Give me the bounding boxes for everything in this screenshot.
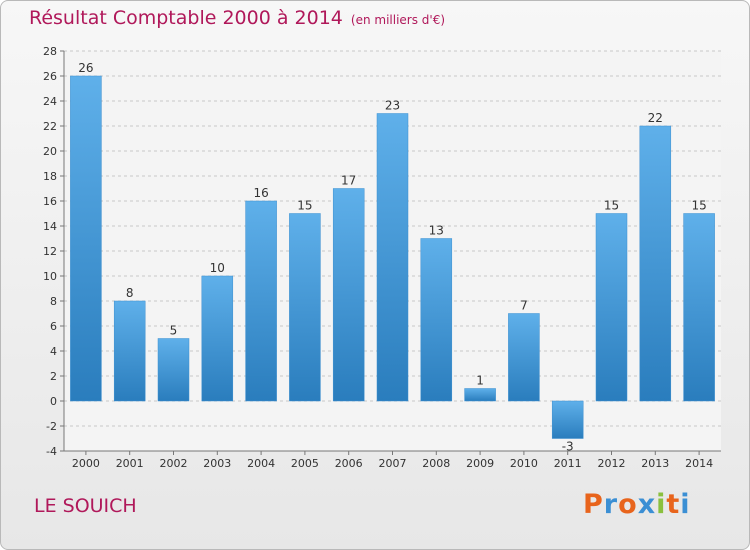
y-tick-label: 28: [43, 45, 57, 58]
bar: [595, 213, 628, 402]
bar: [551, 400, 584, 439]
y-tick-label: 26: [43, 70, 57, 83]
bar: [376, 113, 409, 402]
bar: [289, 213, 321, 402]
y-tick-label: 6: [50, 320, 57, 333]
data-label: -3: [562, 440, 574, 454]
y-tick-label: 2: [50, 370, 57, 383]
x-tick-label: 2001: [116, 457, 144, 470]
x-tick-label: 2004: [247, 457, 275, 470]
proxiti-logo: Proxiti: [583, 489, 691, 520]
data-label: 10: [210, 261, 225, 275]
x-tick-label: 2009: [466, 457, 494, 470]
data-label: 22: [648, 111, 663, 125]
x-tick-label: 2013: [641, 457, 669, 470]
y-tick-label: 8: [50, 295, 57, 308]
title-unit: (en milliers d'€): [350, 13, 446, 27]
y-tick-label: 16: [43, 195, 57, 208]
x-tick-label: 2012: [598, 457, 626, 470]
chart-title: Résultat Comptable 2000 à 2014 (en millie…: [29, 7, 445, 29]
y-tick-label: 4: [50, 345, 57, 358]
data-label: 26: [78, 61, 93, 75]
commune-name: LE SOUICH: [34, 495, 137, 517]
data-label: 7: [520, 299, 528, 313]
y-tick-label: 24: [43, 95, 57, 108]
y-tick-label: 22: [43, 120, 57, 133]
y-tick-label: 10: [43, 270, 57, 283]
data-label: 15: [604, 199, 619, 213]
data-label: 15: [691, 199, 706, 213]
x-tick-label: 2006: [335, 457, 363, 470]
bar: [157, 338, 190, 402]
y-tick-label: 18: [43, 170, 57, 183]
y-tick-label: 14: [43, 220, 57, 233]
x-tick-label: 2005: [291, 457, 319, 470]
data-label: 5: [170, 324, 178, 338]
bar: [70, 75, 102, 402]
y-tick-label: 12: [43, 245, 57, 258]
bar: [683, 213, 715, 402]
x-tick-label: 2010: [510, 457, 538, 470]
x-tick-label: 2008: [422, 457, 450, 470]
bar: [201, 275, 234, 402]
data-label: 13: [429, 224, 444, 238]
x-tick-label: 2011: [554, 457, 582, 470]
title-text: Résultat Comptable 2000 à 2014: [29, 7, 343, 29]
x-tick-label: 2002: [160, 457, 188, 470]
bar: [332, 188, 365, 402]
y-tick-label: 0: [50, 395, 57, 408]
data-label: 23: [385, 99, 400, 113]
x-tick-label: 2003: [203, 457, 231, 470]
data-label: 15: [297, 199, 312, 213]
data-label: 1: [476, 374, 484, 388]
x-tick-label: 2014: [685, 457, 713, 470]
y-tick-label: 20: [43, 145, 57, 158]
x-tick-label: 2000: [72, 457, 100, 470]
x-tick-label: 2007: [379, 457, 407, 470]
data-label: 17: [341, 174, 356, 188]
bar: [113, 300, 146, 402]
bar: [245, 200, 277, 402]
data-label: 16: [253, 186, 268, 200]
bar: [639, 125, 672, 402]
data-label: 8: [126, 286, 134, 300]
bar: [420, 238, 453, 402]
y-tick-label: -2: [46, 420, 57, 433]
bar: [464, 388, 496, 402]
y-tick-label: -4: [46, 445, 57, 458]
bar: [508, 313, 540, 402]
